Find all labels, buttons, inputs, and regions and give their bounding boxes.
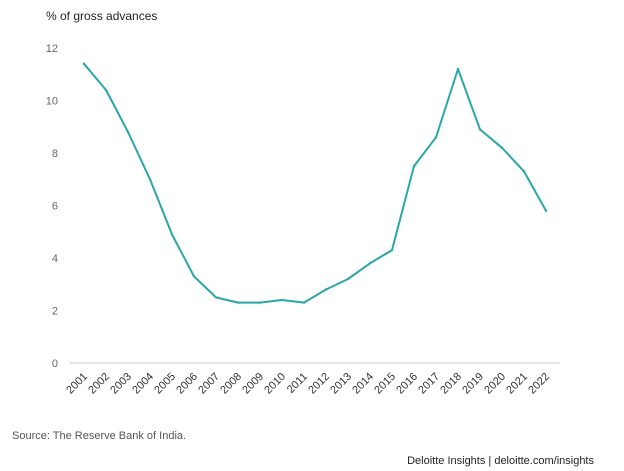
x-tick-label: 2013 (328, 371, 354, 397)
data-point-2010 (280, 298, 284, 302)
x-tick-label: 2004 (130, 371, 156, 397)
x-tick-label: 2017 (416, 371, 442, 397)
data-point-2008 (236, 301, 240, 304)
data-points (82, 62, 548, 304)
y-tick-label: 10 (46, 96, 58, 108)
y-tick-label: 4 (52, 253, 58, 265)
data-point-2021 (522, 170, 526, 173)
x-tick-label: 2002 (86, 371, 112, 397)
data-point-2019 (478, 128, 482, 131)
data-point-2011 (302, 301, 306, 304)
data-point-2013 (346, 277, 350, 281)
x-tick-label: 2018 (438, 371, 464, 397)
y-tick-label: 12 (46, 43, 58, 55)
data-point-2018 (456, 67, 460, 71)
data-point-2004 (148, 178, 152, 181)
y-tick-label: 6 (52, 201, 58, 213)
x-tick-label: 2019 (460, 371, 486, 397)
data-point-2002 (104, 88, 108, 92)
x-tick-label: 2012 (306, 371, 332, 397)
x-axis-ticks: 2001200220032004200520062007200820092010… (64, 371, 552, 397)
branding-footer: Deloitte Insights | deloitte.com/insight… (407, 455, 594, 467)
data-point-2016 (412, 164, 416, 168)
y-tick-label: 2 (52, 306, 58, 318)
x-tick-label: 2010 (262, 371, 288, 397)
data-point-2009 (258, 301, 262, 304)
x-tick-label: 2006 (174, 371, 200, 397)
data-point-2015 (390, 248, 394, 252)
x-tick-label: 2001 (64, 371, 90, 397)
x-tick-label: 2021 (504, 371, 530, 397)
data-point-2006 (192, 275, 196, 278)
y-axis-label: % of gross advances (46, 9, 158, 23)
data-point-2012 (324, 288, 328, 291)
x-tick-label: 2003 (108, 371, 134, 397)
y-tick-label: 0 (52, 358, 58, 370)
x-tick-label: 2016 (394, 371, 420, 397)
data-point-2014 (368, 262, 372, 265)
x-tick-label: 2015 (372, 371, 398, 397)
x-tick-label: 2011 (285, 371, 310, 396)
source-note: Source: The Reserve Bank of India. (12, 430, 187, 442)
data-point-2001 (82, 62, 86, 65)
y-tick-label: 8 (52, 148, 58, 160)
series-line-gross-npa (83, 62, 547, 304)
data-point-2003 (126, 130, 130, 134)
x-tick-label: 2008 (218, 371, 244, 397)
x-tick-label: 2022 (526, 371, 552, 397)
data-point-2017 (434, 136, 438, 139)
x-tick-label: 2005 (152, 371, 178, 397)
x-tick-label: 2009 (240, 371, 266, 397)
y-axis-ticks: 0 2 4 6 8 10 12 (46, 43, 58, 370)
data-point-2007 (214, 296, 218, 299)
x-tick-label: 2020 (482, 371, 508, 397)
x-tick-label: 2014 (350, 371, 376, 397)
x-tick-label: 2007 (196, 371, 222, 397)
data-point-2005 (170, 233, 174, 236)
data-point-2022 (544, 209, 548, 212)
data-point-2020 (500, 146, 504, 149)
